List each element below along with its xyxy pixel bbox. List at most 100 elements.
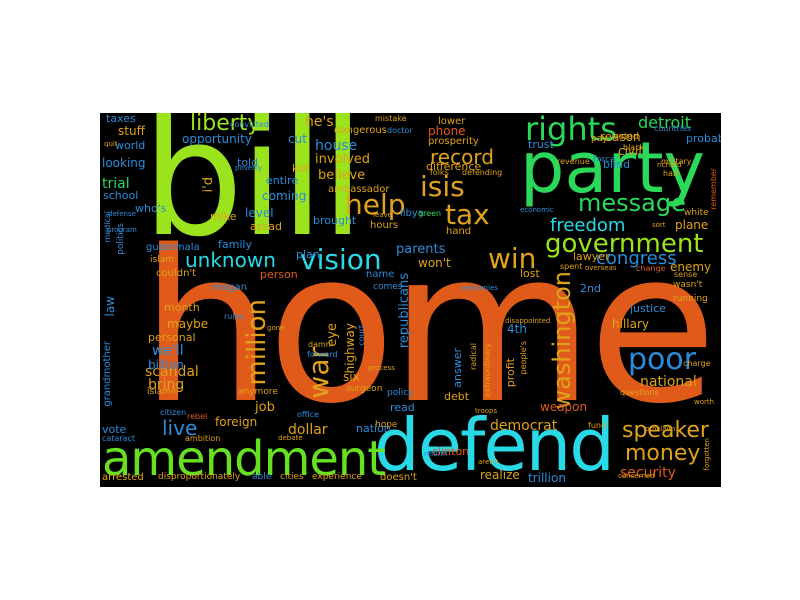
cloud-word: quit [104, 140, 118, 148]
cloud-word: read [390, 401, 415, 414]
cloud-word: experience [312, 472, 362, 482]
cloud-word: lower [438, 116, 466, 127]
cloud-word: unknown [185, 248, 276, 272]
cloud-word: civil [618, 144, 642, 158]
cloud-word: economic [520, 206, 554, 214]
cloud-word: reason [600, 130, 641, 144]
cloud-word: change [636, 264, 666, 273]
cloud-word: concerned [618, 472, 655, 480]
cloud-word: white [684, 208, 709, 218]
cloud-word: entire [266, 174, 299, 187]
cloud-word: lost [520, 267, 540, 280]
cloud-word: revenue [557, 157, 590, 166]
cloud-word: blind [603, 158, 631, 171]
cloud-word: comes [373, 282, 403, 292]
cloud-word: personal [148, 331, 196, 344]
cloud-word: million [242, 299, 272, 386]
cloud-word: plane [675, 218, 709, 232]
cloud-word: level [245, 206, 274, 220]
cloud-word: program [107, 226, 137, 234]
cloud-word: countries [654, 124, 692, 133]
cloud-word: anymore [238, 387, 278, 397]
cloud-word: democrat [490, 418, 558, 434]
cloud-word: parents [396, 242, 446, 257]
cloud-word: hand [446, 226, 472, 237]
cloud-word: dangerous [334, 125, 387, 136]
cloud-word: remember [709, 168, 718, 210]
cloud-word: liberty [190, 113, 261, 136]
cloud-word: six [343, 370, 360, 384]
cloud-word: mike [210, 210, 237, 223]
cloud-word: disappointed [505, 317, 551, 325]
cloud-word: half [663, 169, 679, 178]
cloud-word: freedom [550, 215, 626, 236]
cloud-word: trial [102, 176, 130, 192]
cloud-word: vision [300, 243, 382, 276]
cloud-word: brought [313, 214, 357, 227]
cloud-word: message [578, 189, 686, 217]
cloud-word: name [366, 269, 395, 280]
cloud-word: forgotten [703, 438, 711, 471]
cloud-word: we'll [152, 343, 184, 359]
cloud-word: amendment [102, 431, 386, 487]
cloud-word: trust [528, 138, 554, 151]
cloud-word: job [255, 400, 275, 415]
cloud-word: assad [250, 220, 282, 233]
cloud-word: worth [694, 398, 715, 406]
cloud-word: justice [630, 302, 666, 315]
cloud-word: overseas [585, 264, 617, 272]
cloud-word: difference [426, 160, 482, 173]
cloud-word: ambassador [328, 184, 390, 195]
cloud-word: voted [613, 132, 639, 142]
cloud-word: i'd [201, 177, 216, 193]
cloud-word: congress [596, 248, 677, 269]
cloud-word: bill [142, 113, 365, 272]
cloud-word: proclaim [645, 425, 676, 433]
cloud-word: foreign [215, 415, 258, 429]
cloud-word: islamic [147, 387, 179, 397]
cloud-word: believe [318, 168, 366, 183]
cloud-word: ambition [185, 434, 221, 443]
cloud-word: office [297, 410, 319, 419]
cloud-word: hours [370, 220, 399, 231]
cloud-word: green [418, 209, 442, 218]
cloud-word: speaker [622, 418, 709, 443]
cloud-word: realize [480, 468, 520, 482]
cloud-word: who's [135, 202, 167, 215]
cloud-word: world [115, 139, 146, 152]
cloud-word: sense [674, 270, 698, 279]
cloud-word: looking [102, 156, 146, 170]
cloud-word: defending [462, 168, 503, 177]
cloud-word: pay [591, 134, 608, 144]
cloud-word: black [623, 143, 645, 152]
cloud-word: isis [420, 170, 465, 203]
cloud-word: cataract [102, 434, 136, 443]
cloud-word: richard [657, 161, 682, 169]
cloud-word: bring [148, 377, 185, 393]
cloud-word: dollar [288, 422, 328, 438]
cloud-word: extraordinary [483, 343, 492, 398]
cloud-word: surgeon [346, 384, 383, 394]
cloud-word: debate [278, 434, 303, 442]
cloud-word: rules [224, 312, 244, 321]
cloud-word: aren't [478, 458, 499, 466]
cloud-word: government [545, 229, 704, 259]
cloud-word: house [315, 138, 358, 154]
cloud-word: hillary [612, 317, 649, 331]
cloud-word: probably [686, 132, 721, 145]
cloud-word: couldn't [156, 268, 197, 279]
cloud-word: win [488, 242, 537, 275]
cloud-word: law [103, 296, 117, 317]
cloud-word: month [164, 301, 200, 314]
cloud-word: enemy [670, 260, 712, 274]
cloud-word: phone [428, 124, 466, 138]
cloud-word: he's [305, 114, 334, 130]
cloud-word: 4th [507, 322, 527, 336]
cloud-word: clinton [432, 445, 470, 458]
cloud-word: home [140, 205, 717, 450]
cloud-word: 2nd [580, 282, 601, 295]
cloud-word: live [162, 416, 198, 440]
cloud-word: poor [628, 342, 697, 377]
cloud-word: grandmother [102, 341, 113, 407]
cloud-word: companies [460, 284, 499, 292]
